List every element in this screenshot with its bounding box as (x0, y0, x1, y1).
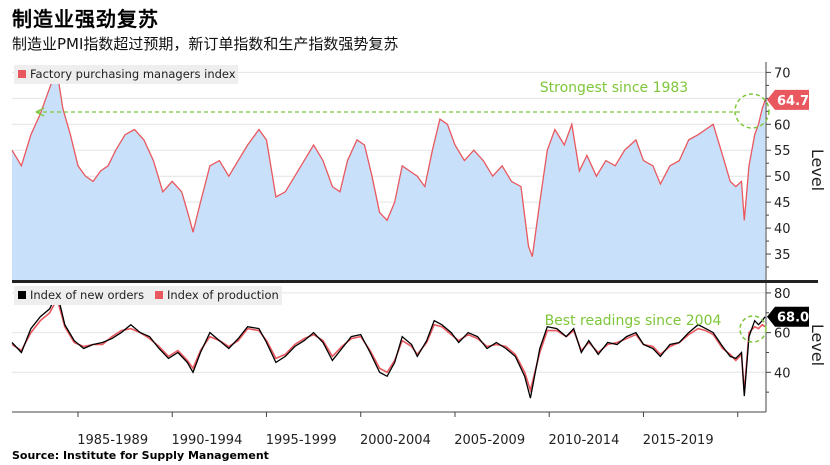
annotation-strongest: Strongest since 1983 (540, 80, 688, 96)
x-tick-label: 1985-1989 (77, 433, 148, 448)
top-y-axis-label: Level (808, 149, 827, 191)
x-tick-label: 2005-2009 (454, 433, 525, 448)
top-legend-box (14, 65, 238, 84)
page-title: 制造业强劲复苏 (12, 7, 159, 31)
top-y-tick-label: 60 (774, 118, 791, 133)
current-value-bottom: 68.0 (777, 311, 809, 326)
bottom-y-tick-label: 40 (774, 366, 791, 381)
new-orders-line (11, 290, 766, 399)
panel-divider (12, 280, 818, 283)
legend-swatch-new-orders (18, 291, 26, 299)
x-tick-label: 1990-1994 (171, 433, 242, 448)
annotation-best-readings: Best readings since 2004 (545, 313, 722, 329)
top-y-tick-label: 55 (774, 144, 791, 159)
top-y-tick-label: 40 (774, 222, 791, 237)
top-y-tick-label: 50 (774, 170, 791, 185)
source-note: Source: Institute for Supply Management (12, 449, 269, 462)
current-value-box-bottom (767, 306, 809, 327)
x-tick-label: 2010-2014 (548, 433, 619, 448)
pmi-area (12, 72, 766, 281)
bottom-legend-box (14, 286, 282, 305)
highlight-circle-bottom (739, 315, 767, 343)
x-tick-label: 1995-1999 (266, 433, 337, 448)
top-y-tick-label: 45 (774, 196, 791, 211)
page-subtitle: 制造业PMI指数超过预期，新订单指数和生产指数强势复苏 (12, 35, 399, 53)
top-y-tick-label: 35 (774, 248, 791, 263)
legend-label-pmi: Factory purchasing managers index (30, 67, 236, 81)
annotation-arrow-head (35, 107, 45, 117)
pmi-line (11, 70, 766, 257)
x-tick-label: 2000-2004 (360, 433, 431, 448)
x-tick-label: 2015-2019 (643, 433, 714, 448)
bottom-y-tick-label: 80 (774, 287, 791, 302)
legend-label-production: Index of production (167, 288, 279, 302)
legend-label-new-orders: Index of new orders (30, 288, 144, 302)
highlight-circle-top (734, 93, 770, 129)
current-value-box-top (767, 89, 809, 110)
legend-swatch-production (155, 291, 163, 299)
legend-swatch-pmi (18, 70, 26, 78)
top-y-tick-label: 70 (774, 66, 791, 81)
bottom-y-axis-label: Level (808, 324, 827, 366)
bottom-y-tick-label: 60 (774, 327, 791, 342)
current-value-top: 64.7 (777, 94, 809, 109)
